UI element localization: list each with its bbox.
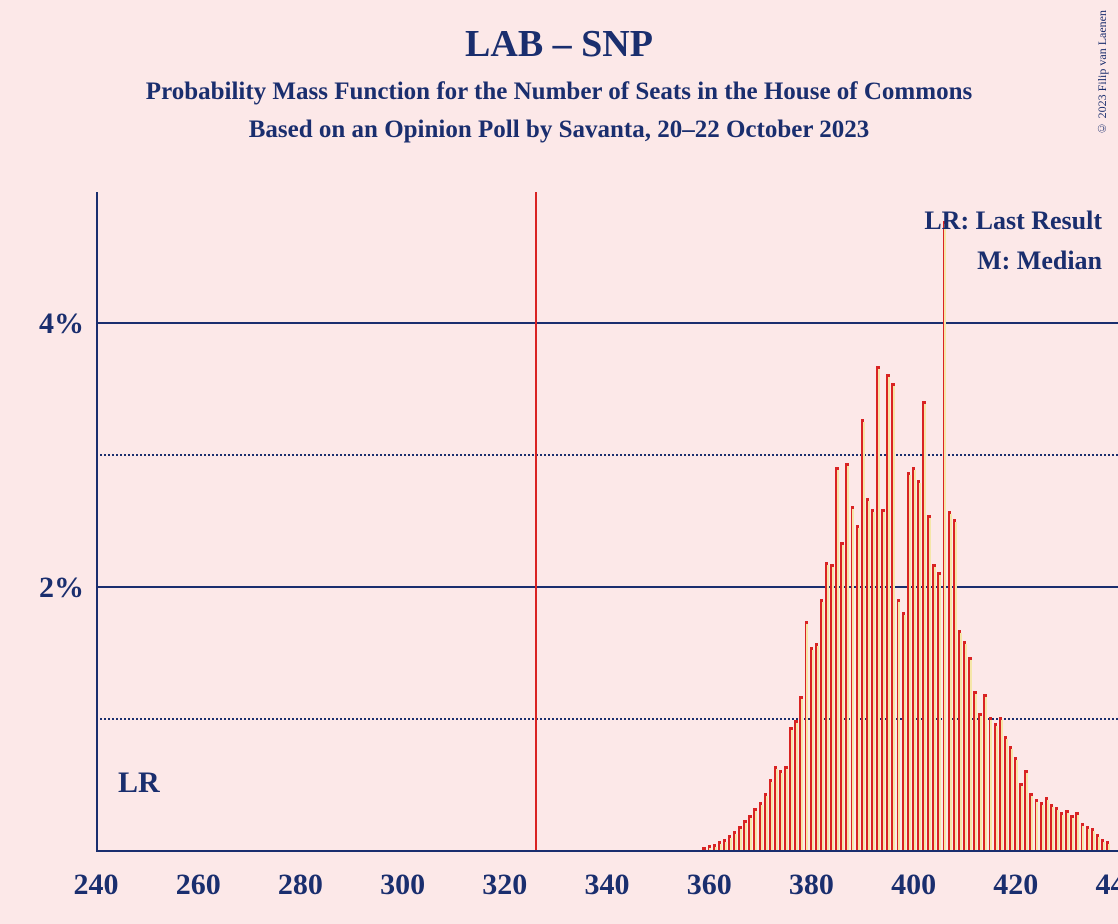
bar-inner (822, 602, 824, 852)
chart-subtitle-2: Based on an Opinion Poll by Savanta, 20–… (0, 116, 1118, 144)
bar-inner (924, 404, 926, 852)
x-tick-label: 240 (74, 868, 119, 902)
gridline-minor (96, 454, 1118, 456)
bar-inner (796, 723, 798, 852)
bar-inner (985, 697, 987, 852)
chart-container: © 2023 Filip van Laenen LAB – SNP Probab… (0, 0, 1118, 924)
bar-inner (1088, 829, 1090, 852)
legend-item: LR: Last Result (924, 206, 1102, 236)
bar-inner (786, 769, 788, 852)
bar-inner (1031, 796, 1033, 852)
x-tick-label: 440 (1096, 868, 1118, 902)
bar-inner (1001, 720, 1003, 852)
bar-inner (827, 565, 829, 852)
bar-inner (990, 720, 992, 852)
bar-inner (847, 466, 849, 852)
x-tick-label: 380 (789, 868, 834, 902)
bar-inner (888, 377, 890, 852)
bar-inner (852, 509, 854, 852)
x-tick-label: 260 (176, 868, 221, 902)
bar-inner (1016, 760, 1018, 852)
gridline-major (96, 586, 1118, 588)
bar-inner (750, 818, 752, 852)
bar-inner (970, 660, 972, 852)
plot-area: 2%4%240260280300320340360380400420440LR:… (96, 192, 1118, 852)
bar-inner (1052, 807, 1054, 852)
bar-inner (858, 528, 860, 852)
bar-inner (1072, 818, 1074, 852)
chart-subtitle-1: Probability Mass Function for the Number… (0, 78, 1118, 106)
bar-inner (960, 633, 962, 852)
x-tick-label: 280 (278, 868, 323, 902)
bar-inner (755, 811, 757, 852)
x-tick-label: 320 (482, 868, 527, 902)
bar-inner (904, 615, 906, 852)
gridline-major (96, 322, 1118, 324)
bar-inner (950, 514, 952, 852)
bar-inner (1077, 815, 1079, 852)
bar-inner (1006, 739, 1008, 852)
bar-inner (817, 646, 819, 852)
bar-inner (939, 575, 941, 852)
bar-inner (898, 602, 900, 852)
bar-inner (934, 567, 936, 852)
bar-inner (955, 522, 957, 852)
bar-inner (745, 823, 747, 852)
bar-inner (919, 483, 921, 852)
bar-inner (1042, 805, 1044, 852)
bar-inner (944, 224, 946, 852)
bar-inner (740, 829, 742, 852)
x-axis (96, 850, 1118, 852)
bar-inner (791, 730, 793, 852)
bar-inner (842, 545, 844, 852)
y-axis (96, 192, 98, 852)
title-area: LAB – SNP Probability Mass Function for … (0, 0, 1118, 144)
bar-inner (1026, 773, 1028, 852)
bar-inner (893, 386, 895, 852)
bar-inner (1021, 786, 1023, 852)
last-result-line (535, 192, 537, 852)
bar-inner (996, 726, 998, 852)
bar-inner (914, 470, 916, 852)
x-tick-label: 400 (891, 868, 936, 902)
bar-inner (766, 796, 768, 852)
bar-inner (776, 769, 778, 852)
bar-inner (909, 475, 911, 852)
bar-inner (1011, 749, 1013, 852)
bar-inner (980, 716, 982, 852)
bar-inner (832, 567, 834, 852)
bar-inner (868, 501, 870, 852)
bar-inner (801, 699, 803, 852)
bar-inner (837, 470, 839, 852)
bar-inner (812, 650, 814, 852)
chart-title: LAB – SNP (0, 22, 1118, 66)
y-tick-label: 4% (39, 307, 84, 341)
bar-inner (1062, 815, 1064, 852)
x-tick-label: 420 (993, 868, 1038, 902)
y-tick-label: 2% (39, 571, 84, 605)
bar-inner (1067, 813, 1069, 852)
bar-inner (761, 805, 763, 852)
bar-inner (965, 644, 967, 852)
bar-inner (929, 518, 931, 852)
bar-inner (975, 694, 977, 852)
bar-inner (1093, 831, 1095, 852)
copyright-notice: © 2023 Filip van Laenen (1095, 10, 1110, 135)
bar-inner (771, 782, 773, 852)
bar-inner (806, 624, 808, 852)
bar-inner (1036, 802, 1038, 852)
bar-inner (781, 773, 783, 852)
bar-inner (1057, 810, 1059, 852)
legend-item: M: Median (977, 246, 1102, 276)
x-tick-label: 360 (687, 868, 732, 902)
x-tick-label: 300 (380, 868, 425, 902)
bar-inner (1082, 826, 1084, 852)
bar-inner (873, 512, 875, 852)
bar-inner (1047, 800, 1049, 852)
bar-inner (883, 512, 885, 852)
bar-inner (863, 422, 865, 852)
x-tick-label: 340 (585, 868, 630, 902)
last-result-label: LR (118, 766, 160, 800)
bar-inner (878, 369, 880, 852)
